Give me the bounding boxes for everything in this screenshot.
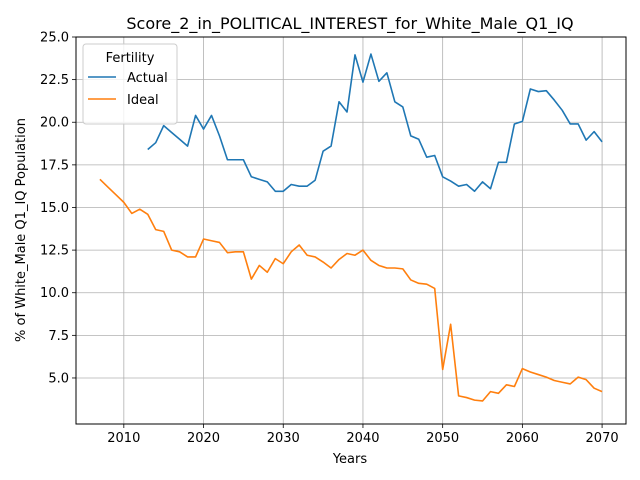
y-tick-label: 5.0 [48, 371, 69, 386]
x-axis-ticks: 2010 2020 2030 2040 2050 2060 2070 [107, 424, 619, 446]
x-tick-label: 2040 [346, 431, 379, 446]
y-tick-label: 10.0 [40, 286, 69, 301]
x-tick-label: 2020 [187, 431, 220, 446]
y-tick-label: 20.0 [40, 116, 69, 131]
x-tick-label: 2010 [107, 431, 140, 446]
legend: Fertility Actual Ideal [82, 43, 178, 125]
x-axis-label: Years [332, 452, 368, 467]
plot-frame [75, 36, 627, 425]
x-tick-label: 2060 [506, 431, 539, 446]
series-lines [99, 53, 603, 402]
y-axis-ticks: 5.0 7.5 10.0 12.5 15.0 17.5 20.0 22.5 25.0 [40, 31, 76, 386]
legend-label-actual: Actual [127, 71, 168, 86]
legend-box [82, 43, 178, 125]
y-tick-label: 22.5 [40, 73, 69, 88]
y-tick-label: 12.5 [40, 244, 69, 259]
y-tick-label: 7.5 [48, 329, 69, 344]
x-tick-label: 2030 [267, 431, 300, 446]
x-tick-label: 2070 [586, 431, 619, 446]
chart-title: Score_2_in_POLITICAL_INTEREST_for_White_… [126, 14, 573, 34]
x-tick-label: 2050 [426, 431, 459, 446]
y-tick-label: 25.0 [40, 31, 69, 46]
y-tick-label: 17.5 [40, 158, 69, 173]
legend-label-ideal: Ideal [127, 93, 159, 108]
series-line-ideal [99, 178, 603, 402]
legend-title: Fertility [106, 51, 155, 66]
y-tick-label: 15.0 [40, 201, 69, 216]
series-line-actual [147, 53, 603, 193]
y-axis-label: % of White_Male Q1_IQ Population [14, 118, 29, 342]
